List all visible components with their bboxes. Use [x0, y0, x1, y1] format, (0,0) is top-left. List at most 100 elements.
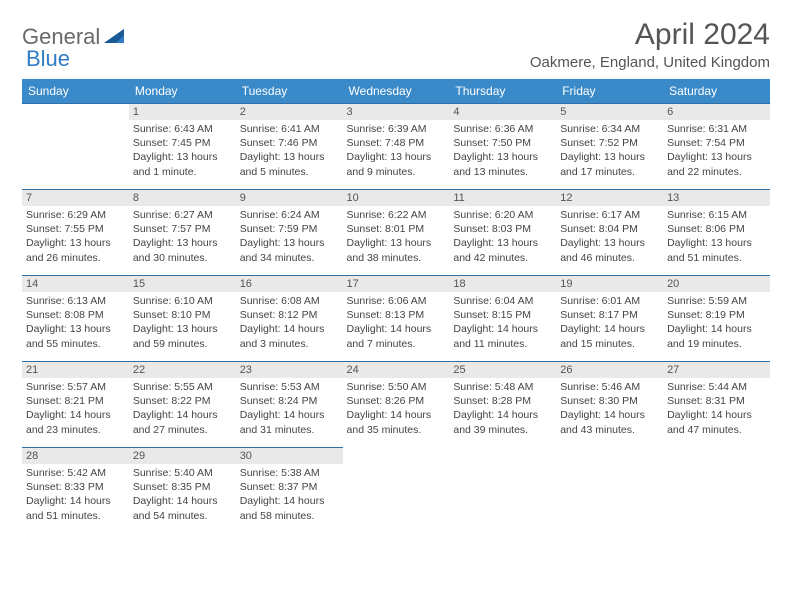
daylight-text: Daylight: 14 hours and 39 minutes.	[453, 408, 552, 436]
daylight-text: Daylight: 14 hours and 23 minutes.	[26, 408, 125, 436]
sunrise-text: Sunrise: 6:41 AM	[240, 122, 339, 136]
day-info: Sunrise: 6:08 AMSunset: 8:12 PMDaylight:…	[236, 292, 343, 351]
calendar-cell	[663, 447, 770, 533]
day-number: 18	[449, 275, 556, 292]
sunrise-text: Sunrise: 5:44 AM	[667, 380, 766, 394]
calendar-cell: 12Sunrise: 6:17 AMSunset: 8:04 PMDayligh…	[556, 189, 663, 275]
day-number: 14	[22, 275, 129, 292]
day-info: Sunrise: 6:24 AMSunset: 7:59 PMDaylight:…	[236, 206, 343, 265]
sunrise-text: Sunrise: 6:36 AM	[453, 122, 552, 136]
calendar-cell	[22, 103, 129, 189]
calendar-cell: 13Sunrise: 6:15 AMSunset: 8:06 PMDayligh…	[663, 189, 770, 275]
calendar-cell: 3Sunrise: 6:39 AMSunset: 7:48 PMDaylight…	[343, 103, 450, 189]
day-info: Sunrise: 5:57 AMSunset: 8:21 PMDaylight:…	[22, 378, 129, 437]
day-info: Sunrise: 6:20 AMSunset: 8:03 PMDaylight:…	[449, 206, 556, 265]
sunrise-text: Sunrise: 6:20 AM	[453, 208, 552, 222]
calendar-week: 1Sunrise: 6:43 AMSunset: 7:45 PMDaylight…	[22, 103, 770, 189]
day-info: Sunrise: 6:39 AMSunset: 7:48 PMDaylight:…	[343, 120, 450, 179]
sunset-text: Sunset: 8:08 PM	[26, 308, 125, 322]
day-number: 5	[556, 103, 663, 120]
day-number: 9	[236, 189, 343, 206]
day-info: Sunrise: 5:59 AMSunset: 8:19 PMDaylight:…	[663, 292, 770, 351]
day-info: Sunrise: 6:27 AMSunset: 7:57 PMDaylight:…	[129, 206, 236, 265]
daylight-text: Daylight: 14 hours and 15 minutes.	[560, 322, 659, 350]
day-number: 12	[556, 189, 663, 206]
day-number: 29	[129, 447, 236, 464]
sunset-text: Sunset: 8:17 PM	[560, 308, 659, 322]
sunrise-text: Sunrise: 5:46 AM	[560, 380, 659, 394]
day-info: Sunrise: 6:04 AMSunset: 8:15 PMDaylight:…	[449, 292, 556, 351]
sunrise-text: Sunrise: 5:53 AM	[240, 380, 339, 394]
calendar-cell: 24 Sunrise: 5:50 AMSunset: 8:26 PMDayligh…	[343, 361, 450, 447]
sunrise-text: Sunrise: 5:50 AM	[347, 380, 446, 394]
day-info: Sunrise: 6:10 AMSunset: 8:10 PMDaylight:…	[129, 292, 236, 351]
sunset-text: Sunset: 8:12 PM	[240, 308, 339, 322]
sunset-text: Sunset: 8:21 PM	[26, 394, 125, 408]
day-number: 22	[129, 361, 236, 378]
sunset-text: Sunset: 8:04 PM	[560, 222, 659, 236]
day-number: 24	[343, 361, 450, 378]
day-info: Sunrise: 6:41 AMSunset: 7:46 PMDaylight:…	[236, 120, 343, 179]
sunrise-text: Sunrise: 5:59 AM	[667, 294, 766, 308]
daylight-text: Daylight: 13 hours and 59 minutes.	[133, 322, 232, 350]
sunset-text: Sunset: 8:22 PM	[133, 394, 232, 408]
calendar-cell: 17Sunrise: 6:06 AMSunset: 8:13 PMDayligh…	[343, 275, 450, 361]
day-number: 21	[22, 361, 129, 378]
sunset-text: Sunset: 7:57 PM	[133, 222, 232, 236]
sunset-text: Sunset: 7:46 PM	[240, 136, 339, 150]
day-info: Sunrise: 6:29 AMSunset: 7:55 PMDaylight:…	[22, 206, 129, 265]
sunrise-text: Sunrise: 6:01 AM	[560, 294, 659, 308]
day-info: Sunrise: 6:06 AMSunset: 8:13 PMDaylight:…	[343, 292, 450, 351]
sunset-text: Sunset: 7:45 PM	[133, 136, 232, 150]
sunrise-text: Sunrise: 6:43 AM	[133, 122, 232, 136]
day-number: 7	[22, 189, 129, 206]
calendar-cell: 27Sunrise: 5:44 AMSunset: 8:31 PMDayligh…	[663, 361, 770, 447]
sunset-text: Sunset: 8:15 PM	[453, 308, 552, 322]
day-number: 10	[343, 189, 450, 206]
calendar-week: 21Sunrise: 5:57 AMSunset: 8:21 PMDayligh…	[22, 361, 770, 447]
calendar-cell: 22Sunrise: 5:55 AMSunset: 8:22 PMDayligh…	[129, 361, 236, 447]
day-number: 11	[449, 189, 556, 206]
day-info: Sunrise: 6:13 AMSunset: 8:08 PMDaylight:…	[22, 292, 129, 351]
day-number: 27	[663, 361, 770, 378]
sunrise-text: Sunrise: 6:10 AM	[133, 294, 232, 308]
daylight-text: Daylight: 14 hours and 35 minutes.	[347, 408, 446, 436]
day-number: 3	[343, 103, 450, 120]
title-block: April 2024 Oakmere, England, United King…	[530, 18, 770, 71]
day-header: Sunday	[22, 79, 129, 103]
sunrise-text: Sunrise: 5:38 AM	[240, 466, 339, 480]
calendar-week: 7Sunrise: 6:29 AMSunset: 7:55 PMDaylight…	[22, 189, 770, 275]
calendar-cell: 18Sunrise: 6:04 AMSunset: 8:15 PMDayligh…	[449, 275, 556, 361]
calendar-cell: 29Sunrise: 5:40 AMSunset: 8:35 PMDayligh…	[129, 447, 236, 533]
sunrise-text: Sunrise: 6:15 AM	[667, 208, 766, 222]
day-number: 4	[449, 103, 556, 120]
day-header: Friday	[556, 79, 663, 103]
day-header: Saturday	[663, 79, 770, 103]
sunset-text: Sunset: 8:26 PM	[347, 394, 446, 408]
daylight-text: Daylight: 13 hours and 13 minutes.	[453, 150, 552, 178]
day-info: Sunrise: 6:15 AMSunset: 8:06 PMDaylight:…	[663, 206, 770, 265]
sunset-text: Sunset: 7:52 PM	[560, 136, 659, 150]
calendar-cell: 28Sunrise: 5:42 AMSunset: 8:33 PMDayligh…	[22, 447, 129, 533]
daylight-text: Daylight: 14 hours and 58 minutes.	[240, 494, 339, 522]
sunset-text: Sunset: 7:50 PM	[453, 136, 552, 150]
daylight-text: Daylight: 13 hours and 38 minutes.	[347, 236, 446, 264]
day-info: Sunrise: 6:01 AMSunset: 8:17 PMDaylight:…	[556, 292, 663, 351]
calendar-cell: 30Sunrise: 5:38 AMSunset: 8:37 PMDayligh…	[236, 447, 343, 533]
daylight-text: Daylight: 14 hours and 11 minutes.	[453, 322, 552, 350]
day-info: Sunrise: 5:38 AMSunset: 8:37 PMDaylight:…	[236, 464, 343, 523]
sunset-text: Sunset: 8:06 PM	[667, 222, 766, 236]
calendar-week: 28Sunrise: 5:42 AMSunset: 8:33 PMDayligh…	[22, 447, 770, 533]
day-info: Sunrise: 5:55 AMSunset: 8:22 PMDaylight:…	[129, 378, 236, 437]
day-number: 20	[663, 275, 770, 292]
sunrise-text: Sunrise: 6:04 AM	[453, 294, 552, 308]
day-info: Sunrise: 6:17 AMSunset: 8:04 PMDaylight:…	[556, 206, 663, 265]
sunrise-text: Sunrise: 6:06 AM	[347, 294, 446, 308]
calendar-cell	[556, 447, 663, 533]
daylight-text: Daylight: 13 hours and 17 minutes.	[560, 150, 659, 178]
calendar-cell: 11Sunrise: 6:20 AMSunset: 8:03 PMDayligh…	[449, 189, 556, 275]
calendar-cell: 19Sunrise: 6:01 AMSunset: 8:17 PMDayligh…	[556, 275, 663, 361]
day-info: Sunrise: 5:53 AMSunset: 8:24 PMDaylight:…	[236, 378, 343, 437]
calendar-week: 14Sunrise: 6:13 AMSunset: 8:08 PMDayligh…	[22, 275, 770, 361]
day-info: Sunrise: 6:31 AMSunset: 7:54 PMDaylight:…	[663, 120, 770, 179]
